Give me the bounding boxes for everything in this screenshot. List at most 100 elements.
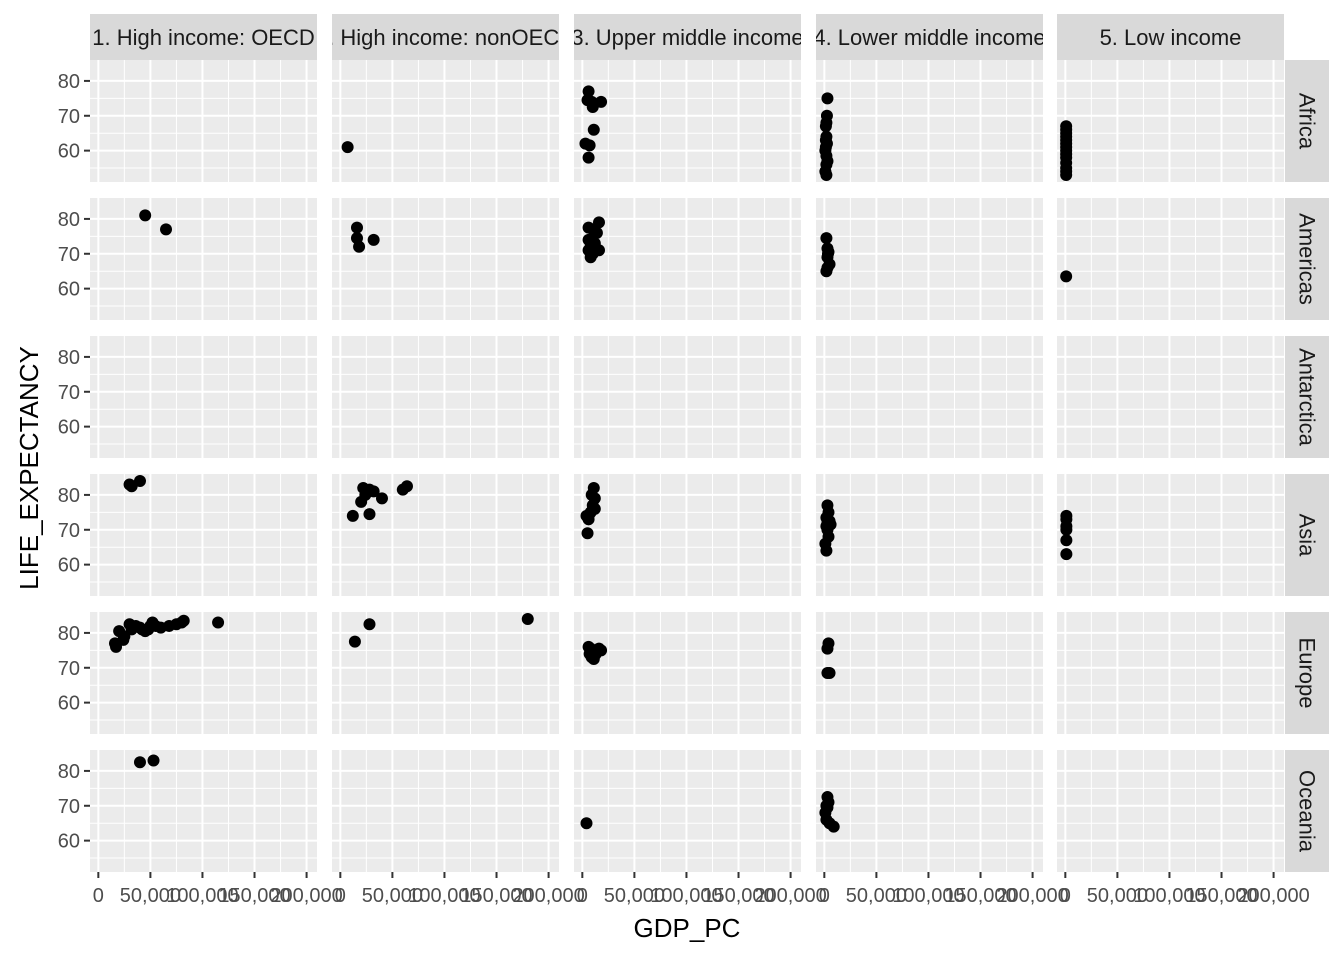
data-point bbox=[820, 169, 833, 182]
data-point bbox=[595, 95, 608, 108]
data-point bbox=[582, 151, 595, 164]
data-point bbox=[823, 667, 836, 679]
row-strip-label: Antarctica bbox=[1295, 348, 1320, 447]
row-strip-oceania bbox=[1285, 750, 1329, 872]
y-tick-label: 80 bbox=[58, 209, 80, 231]
col-strip-label: 2. High income: nonOECD bbox=[316, 25, 575, 50]
y-tick-label: 70 bbox=[58, 796, 80, 818]
col-strip-4-lower-middle-income bbox=[816, 14, 1043, 60]
data-point bbox=[821, 92, 834, 105]
data-point bbox=[582, 85, 595, 98]
data-point bbox=[160, 223, 173, 236]
x-tick-label: 50,000 bbox=[846, 885, 907, 907]
data-point bbox=[147, 754, 160, 767]
x-tick-label: 150,000 bbox=[218, 885, 290, 907]
panel-antarctica-1 bbox=[332, 336, 559, 458]
panel-africa-0 bbox=[90, 60, 317, 182]
row-strip-label: Europe bbox=[1295, 638, 1320, 709]
facet-panels bbox=[90, 60, 1284, 872]
x-tick-label: 200,000 bbox=[270, 885, 342, 907]
y-tick-label: 70 bbox=[58, 106, 80, 128]
x-tick-label: 0 bbox=[819, 885, 830, 907]
y-tick-label: 60 bbox=[58, 831, 80, 853]
x-tick-label: 50,000 bbox=[1087, 885, 1148, 907]
panel-oceania-2 bbox=[574, 750, 801, 872]
col-strip-label: 1. High income: OECD bbox=[92, 25, 315, 50]
row-strip-label: Asia bbox=[1295, 514, 1320, 558]
x-tick-label: 150,000 bbox=[702, 885, 774, 907]
data-point bbox=[1060, 548, 1073, 561]
panel-antarctica-3 bbox=[816, 336, 1043, 458]
data-point bbox=[353, 240, 366, 253]
x-tick-label: 100,000 bbox=[1133, 885, 1205, 907]
x-tick-label: 200,000 bbox=[996, 885, 1068, 907]
data-point bbox=[1060, 534, 1073, 547]
y-tick-label: 60 bbox=[58, 279, 80, 301]
data-point bbox=[583, 139, 596, 152]
y-tick-label: 60 bbox=[58, 141, 80, 163]
x-tick-label: 200,000 bbox=[1237, 885, 1309, 907]
panel-antarctica-0 bbox=[90, 336, 317, 458]
col-strip-1-high-income-oecd bbox=[90, 14, 317, 60]
panel-africa-4 bbox=[1057, 60, 1284, 182]
data-point bbox=[819, 120, 832, 133]
data-point bbox=[367, 233, 380, 246]
data-point bbox=[139, 209, 152, 222]
y-tick-label: 80 bbox=[58, 761, 80, 783]
y-tick-label: 70 bbox=[58, 658, 80, 680]
x-tick-label: 0 bbox=[577, 885, 588, 907]
data-point bbox=[212, 616, 225, 629]
data-point bbox=[348, 635, 361, 648]
data-point bbox=[521, 612, 534, 625]
panel-oceania-3 bbox=[816, 750, 1043, 872]
data-point bbox=[587, 653, 600, 666]
y-tick-label: 80 bbox=[58, 623, 80, 645]
facet-strips: 1. High income: OECD 2. High income: nonO… bbox=[90, 14, 1329, 872]
panel-asia-2 bbox=[574, 474, 801, 596]
x-tick-label: 200,000 bbox=[512, 885, 584, 907]
row-strip-label: Oceania bbox=[1295, 770, 1320, 853]
data-point bbox=[821, 642, 834, 655]
row-strip-antarctica bbox=[1285, 336, 1329, 458]
y-tick-label: 60 bbox=[58, 417, 80, 439]
y-tick-label: 60 bbox=[58, 693, 80, 715]
axes: 60 70 80 60 70 80 60 70 80 60 70 80 60 70 80 60 70 80 0 50,… bbox=[58, 71, 1310, 907]
x-tick-label: 100,000 bbox=[650, 885, 722, 907]
y-tick-label: 80 bbox=[58, 71, 80, 93]
x-tick-label: 100,000 bbox=[408, 885, 480, 907]
data-point bbox=[1060, 270, 1073, 283]
data-point bbox=[350, 221, 363, 234]
panel-europe-2 bbox=[574, 612, 801, 734]
x-tick-label: 0 bbox=[93, 885, 104, 907]
x-tick-label: 50,000 bbox=[362, 885, 423, 907]
row-strip-label: Africa bbox=[1295, 93, 1320, 150]
data-point bbox=[1060, 169, 1073, 182]
panel-asia-3 bbox=[816, 474, 1043, 596]
data-point bbox=[341, 141, 354, 154]
panel-africa-2 bbox=[574, 60, 801, 182]
data-point bbox=[346, 509, 359, 522]
row-strip-asia bbox=[1285, 474, 1329, 596]
y-tick-label: 60 bbox=[58, 555, 80, 577]
data-point bbox=[820, 232, 833, 245]
data-point bbox=[363, 508, 376, 521]
panel-antarctica-2 bbox=[574, 336, 801, 458]
data-point bbox=[820, 544, 833, 557]
panel-americas-3 bbox=[816, 198, 1043, 320]
panel-europe-1 bbox=[332, 612, 559, 734]
col-strip-2-high-income-nonoecd bbox=[332, 14, 559, 60]
x-tick-label: 150,000 bbox=[460, 885, 532, 907]
panel-oceania-1 bbox=[332, 750, 559, 872]
row-strip-label: Americas bbox=[1295, 213, 1320, 305]
data-point bbox=[582, 513, 595, 526]
data-point bbox=[581, 527, 594, 540]
x-tick-label: 50,000 bbox=[604, 885, 665, 907]
x-tick-label: 100,000 bbox=[892, 885, 964, 907]
col-strip-3-upper-middle-income bbox=[574, 14, 801, 60]
x-axis-title: GDP_PC bbox=[634, 913, 741, 943]
panel-africa-1 bbox=[332, 60, 559, 182]
col-strip-5-low-income bbox=[1057, 14, 1284, 60]
panel-oceania-4 bbox=[1057, 750, 1284, 872]
data-point bbox=[177, 614, 190, 627]
